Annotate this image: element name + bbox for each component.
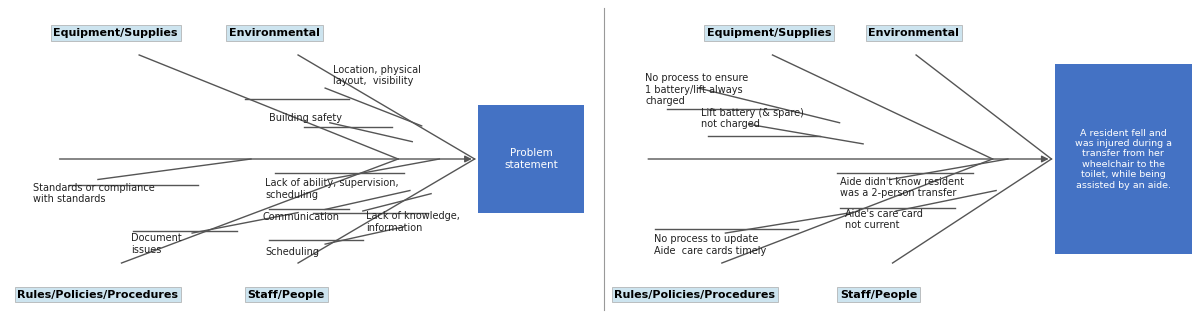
Text: No process to update
Aide  care cards timely: No process to update Aide care cards tim… bbox=[654, 234, 766, 256]
Text: Equipment/Supplies: Equipment/Supplies bbox=[53, 28, 178, 38]
Text: A resident fell and
was injured during a
transfer from her
wheelchair to the
toi: A resident fell and was injured during a… bbox=[1075, 128, 1171, 190]
Text: Rules/Policies/Procedures: Rules/Policies/Procedures bbox=[614, 290, 775, 300]
Text: Document
issues: Document issues bbox=[131, 233, 181, 255]
Text: Environmental: Environmental bbox=[229, 28, 320, 38]
Text: Standards or compliance
with standards: Standards or compliance with standards bbox=[34, 183, 155, 204]
Text: Environmental: Environmental bbox=[869, 28, 959, 38]
Text: Staff/People: Staff/People bbox=[840, 290, 917, 300]
FancyBboxPatch shape bbox=[478, 105, 584, 213]
Text: Problem
statement: Problem statement bbox=[504, 148, 558, 170]
Text: Scheduling: Scheduling bbox=[265, 247, 319, 257]
Text: No process to ensure
1 battery/lift always
charged: No process to ensure 1 battery/lift alwa… bbox=[646, 73, 749, 106]
Text: Building safety: Building safety bbox=[269, 113, 342, 123]
Text: Aide's care card
not current: Aide's care card not current bbox=[846, 209, 923, 230]
Text: Aide didn't know resident
was a 2-person transfer: Aide didn't know resident was a 2-person… bbox=[840, 176, 964, 198]
Text: Lack of knowledge,
information: Lack of knowledge, information bbox=[366, 211, 461, 233]
Text: Rules/Policies/Procedures: Rules/Policies/Procedures bbox=[18, 290, 179, 300]
FancyBboxPatch shape bbox=[1055, 65, 1192, 253]
Text: Lift battery (& spare)
not charged: Lift battery (& spare) not charged bbox=[701, 108, 804, 129]
Text: Communication: Communication bbox=[263, 212, 340, 222]
Text: Lack of ability, supervision,
scheduling: Lack of ability, supervision, scheduling bbox=[265, 178, 398, 200]
Text: Location, physical
layout,  visibility: Location, physical layout, visibility bbox=[334, 65, 421, 86]
Text: Equipment/Supplies: Equipment/Supplies bbox=[707, 28, 832, 38]
Text: Staff/People: Staff/People bbox=[247, 290, 325, 300]
